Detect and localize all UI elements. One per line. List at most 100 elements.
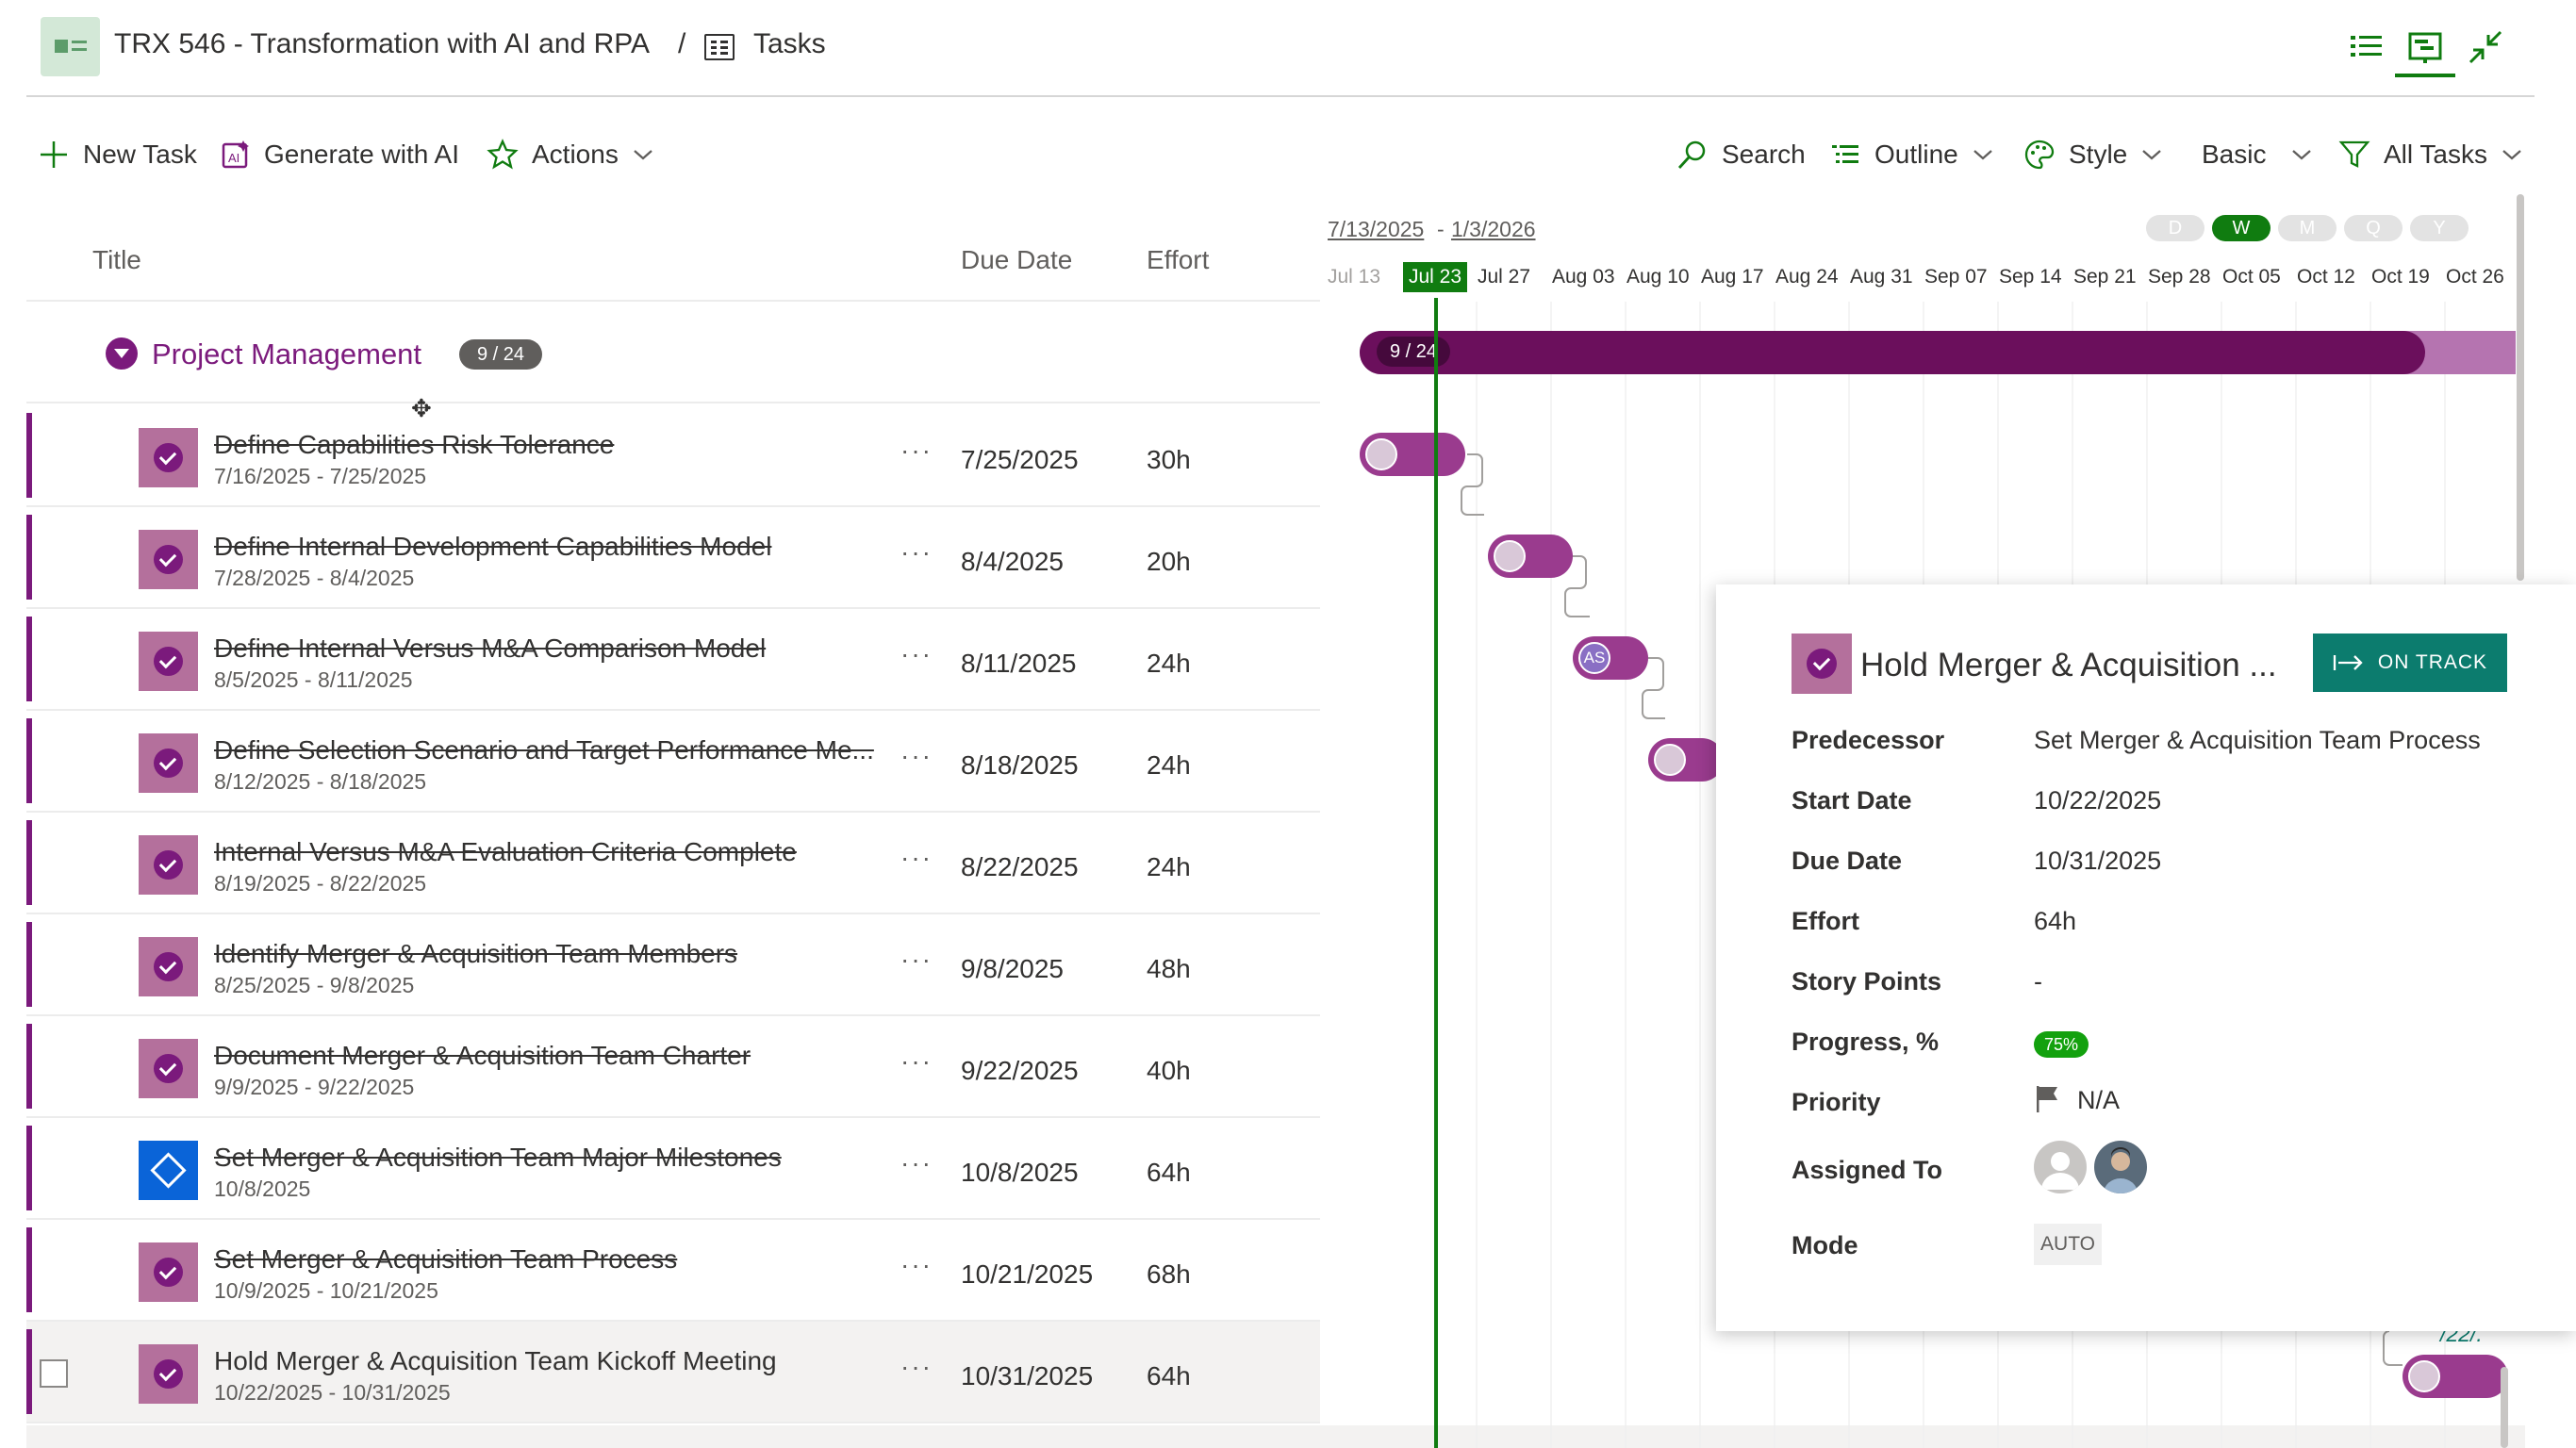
mode-value[interactable]: AUTO [2034, 1224, 2102, 1265]
more-options-icon[interactable]: ··· [900, 945, 933, 974]
task-name[interactable]: Set Merger & Acquisition Team Process [214, 1244, 678, 1274]
predecessor-value[interactable]: Set Merger & Acquisition Team Process [2034, 726, 2481, 754]
more-options-icon[interactable]: ··· [900, 1148, 933, 1177]
generate-with-ai-button[interactable]: AI Generate with AI [221, 132, 459, 177]
completed-status-icon[interactable] [139, 1242, 198, 1302]
completed-status-icon[interactable] [139, 428, 198, 487]
collapse-icon[interactable] [2465, 26, 2506, 68]
effort-cell[interactable]: 24h [1147, 649, 1191, 678]
effort-cell[interactable]: 40h [1147, 1056, 1191, 1085]
task-detail-card[interactable]: Hold Merger & Acquisition ... ON TRACK P… [1716, 584, 2576, 1331]
project-logo-icon[interactable] [41, 17, 100, 76]
effort-cell[interactable]: 30h [1147, 445, 1191, 474]
search-button[interactable]: Search [1676, 132, 1806, 177]
gantt-bar[interactable] [1488, 535, 1573, 578]
due-date-cell[interactable]: 10/21/2025 [961, 1259, 1094, 1289]
assignee-photo-avatar[interactable] [2094, 1141, 2147, 1193]
timeline-scrollbar[interactable] [2517, 194, 2524, 581]
effort-cell[interactable]: 24h [1147, 852, 1191, 881]
gantt-bar[interactable]: AS [1573, 636, 1648, 680]
table-row[interactable]: Identify Merger & Acquisition Team Membe… [26, 914, 1320, 1016]
progress-badge[interactable]: 75% [2034, 1031, 2089, 1058]
completed-status-icon[interactable] [139, 632, 198, 691]
due-date-cell[interactable]: 10/8/2025 [961, 1158, 1079, 1187]
scale-day-button[interactable]: D [2146, 215, 2204, 241]
task-name[interactable]: Identify Merger & Acquisition Team Membe… [214, 939, 738, 968]
completed-status-icon[interactable] [139, 530, 198, 589]
more-options-icon[interactable]: ··· [900, 537, 933, 567]
completed-status-icon[interactable] [139, 1344, 198, 1404]
more-options-icon[interactable]: ··· [900, 639, 933, 668]
row-select-checkbox[interactable] [40, 1359, 68, 1388]
gantt-bar-selected[interactable] [2403, 1355, 2508, 1398]
task-name[interactable]: Define Selection Scenario and Target Per… [214, 735, 874, 765]
due-date-cell[interactable]: 8/22/2025 [961, 852, 1079, 881]
more-options-icon[interactable]: ··· [900, 843, 933, 872]
completed-status-icon[interactable] [1792, 634, 1852, 694]
due-date-cell[interactable]: 9/22/2025 [961, 1056, 1079, 1085]
table-row[interactable]: Document Merger & Acquisition Team Chart… [26, 1016, 1320, 1118]
basic-view-dropdown[interactable]: Basic [2202, 132, 2326, 177]
effort-cell[interactable]: 68h [1147, 1259, 1191, 1289]
gantt-view-icon[interactable] [2404, 26, 2446, 68]
group-collapse-icon[interactable] [106, 337, 138, 370]
milestone-diamond-icon[interactable] [139, 1141, 198, 1200]
effort-cell[interactable]: 64h [1147, 1158, 1191, 1187]
task-name[interactable]: Internal Versus M&A Evaluation Criteria … [214, 837, 797, 866]
outline-dropdown[interactable]: Outline [1829, 132, 2007, 177]
table-row[interactable]: Define Internal Development Capabilities… [26, 507, 1320, 609]
due-date-cell[interactable]: 10/31/2025 [961, 1361, 1094, 1390]
due-date-cell[interactable]: 8/18/2025 [961, 750, 1079, 780]
table-row[interactable]: Set Merger & Acquisition Team Process 10… [26, 1220, 1320, 1322]
task-name[interactable]: Document Merger & Acquisition Team Chart… [214, 1041, 751, 1070]
assignee-avatar[interactable] [2034, 1141, 2087, 1193]
style-dropdown[interactable]: Style [2023, 132, 2176, 177]
task-name[interactable]: Define Internal Versus M&A Comparison Mo… [214, 634, 767, 663]
more-options-icon[interactable]: ··· [900, 1250, 933, 1279]
effort-cell[interactable]: 64h [1147, 1361, 1191, 1390]
summary-bar-progress[interactable] [1360, 331, 2425, 374]
task-name[interactable]: Define Internal Development Capabilities… [214, 532, 772, 561]
effort-cell[interactable]: 20h [1147, 547, 1191, 576]
task-name[interactable]: Define Capabilities Risk Tolerance [214, 430, 615, 459]
effort-cell[interactable]: 48h [1147, 954, 1191, 983]
due-date-cell[interactable]: 8/11/2025 [961, 649, 1077, 678]
completed-status-icon[interactable] [139, 733, 198, 793]
group-title[interactable]: Project Management [152, 337, 422, 370]
task-name[interactable]: Hold Merger & Acquisition Team Kickoff M… [214, 1346, 777, 1375]
start-date-value[interactable]: 10/22/2025 [2034, 786, 2162, 814]
table-row-selected[interactable]: Hold Merger & Acquisition Team Kickoff M… [26, 1322, 1320, 1423]
due-date-cell[interactable]: 7/25/2025 [961, 445, 1079, 474]
priority-value[interactable]: N/A [2077, 1086, 2121, 1114]
story-points-value[interactable]: - [2034, 967, 2042, 996]
breadcrumb-project[interactable]: TRX 546 - Transformation with AI and RPA [114, 28, 651, 59]
gantt-bar[interactable] [1648, 738, 1724, 782]
table-row[interactable]: Define Internal Versus M&A Comparison Mo… [26, 609, 1320, 711]
more-options-icon[interactable]: ··· [900, 436, 933, 465]
more-options-icon[interactable]: ··· [900, 1352, 933, 1381]
effort-cell[interactable]: 24h [1147, 750, 1191, 780]
scale-week-button[interactable]: W [2212, 215, 2271, 241]
gantt-bar[interactable] [1360, 433, 1465, 476]
timeline-scrollbar-lower[interactable] [2501, 1367, 2508, 1448]
table-row[interactable]: Define Capabilities Risk Tolerance 7/16/… [26, 405, 1320, 507]
column-header-title[interactable]: Title [92, 245, 141, 274]
timeline-range-start[interactable]: 7/13/2025 [1328, 217, 1425, 241]
table-row[interactable]: Set Merger & Acquisition Team Major Mile… [26, 1118, 1320, 1220]
filter-dropdown[interactable]: All Tasks [2338, 132, 2536, 177]
status-on-track-button[interactable]: ON TRACK [2313, 634, 2507, 692]
scale-year-button[interactable]: Y [2410, 215, 2469, 241]
list-view-icon[interactable] [2345, 26, 2386, 68]
more-options-icon[interactable]: ··· [900, 741, 933, 770]
timeline-range-end[interactable]: 1/3/2026 [1451, 217, 1536, 241]
due-date-cell[interactable]: 9/8/2025 [961, 954, 1064, 983]
column-header-effort[interactable]: Effort [1147, 245, 1210, 274]
table-row[interactable]: Internal Versus M&A Evaluation Criteria … [26, 813, 1320, 914]
more-options-icon[interactable]: ··· [900, 1046, 933, 1076]
column-header-due-date[interactable]: Due Date [961, 245, 1073, 274]
group-row-project-management[interactable]: Project Management 9 / 24 [26, 304, 1320, 403]
due-date-value[interactable]: 10/31/2025 [2034, 847, 2162, 875]
completed-status-icon[interactable] [139, 835, 198, 895]
completed-status-icon[interactable] [139, 1039, 198, 1098]
breadcrumb-tasks[interactable]: Tasks [753, 28, 826, 59]
